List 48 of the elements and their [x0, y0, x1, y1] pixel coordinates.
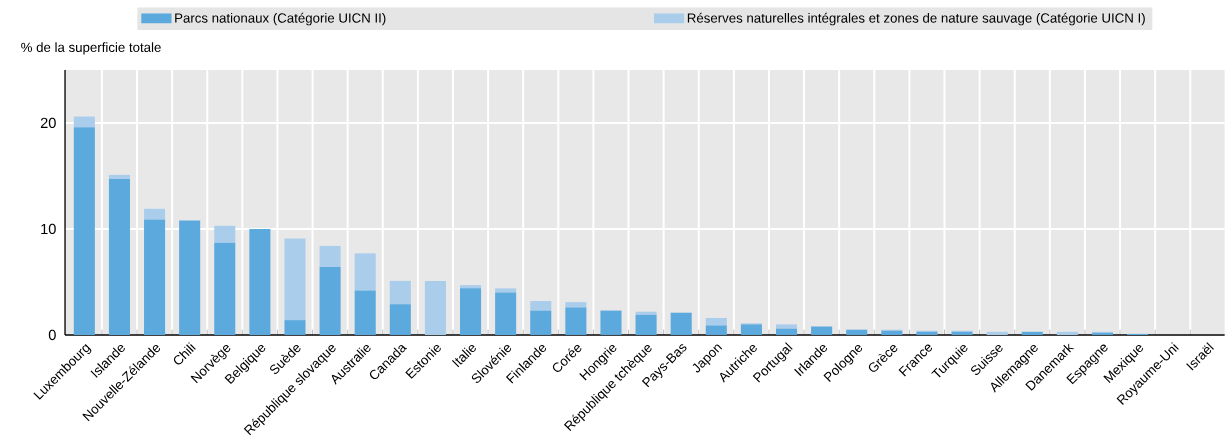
- bar: [460, 285, 482, 289]
- bar: [108, 178, 130, 335]
- bar: [811, 326, 833, 335]
- bar: [284, 238, 306, 320]
- bar: [530, 300, 552, 311]
- bar: [214, 225, 236, 243]
- bar: [73, 116, 95, 128]
- bar: [354, 290, 376, 335]
- bar: [670, 312, 692, 335]
- y-tick-label: 10: [41, 223, 56, 234]
- y-tick-label: 20: [40, 117, 56, 128]
- bar: [775, 328, 798, 335]
- bar: [389, 280, 411, 305]
- bar: [565, 301, 587, 308]
- bar: [881, 330, 903, 335]
- bar: [144, 219, 166, 335]
- bar: [284, 319, 306, 335]
- bar: [495, 288, 517, 293]
- bar: [635, 311, 657, 315]
- bar: [389, 304, 411, 335]
- bar: [108, 174, 130, 179]
- y-axis-title: % de la superficie totale: [21, 42, 161, 55]
- bar: [249, 228, 271, 335]
- bar: [214, 242, 236, 335]
- bar: [705, 325, 727, 335]
- bar: [1056, 331, 1078, 335]
- bar: [495, 292, 517, 335]
- legend-label: Réserves naturelles intégrales et zones de nature sauvage (Catégorie UICN I): [687, 12, 1145, 26]
- bar: [775, 324, 798, 329]
- y-tick-label: 0: [48, 329, 56, 340]
- bar: [424, 280, 446, 335]
- bar: [600, 310, 622, 335]
- bar: [635, 314, 657, 335]
- bar: [319, 266, 341, 335]
- bar: [705, 317, 727, 326]
- bar: [179, 220, 201, 335]
- bar: [986, 331, 1008, 335]
- bar: [144, 208, 166, 220]
- legend-label: Parcs nationaux (Catégorie UICN II): [175, 12, 386, 26]
- bar: [1021, 331, 1043, 335]
- bar: [354, 253, 376, 291]
- bar: [565, 307, 587, 335]
- bar: [740, 324, 762, 335]
- bar: [846, 329, 868, 335]
- bar: [73, 127, 95, 335]
- bar: [460, 288, 482, 335]
- bar: [530, 310, 552, 335]
- bar: [319, 245, 341, 267]
